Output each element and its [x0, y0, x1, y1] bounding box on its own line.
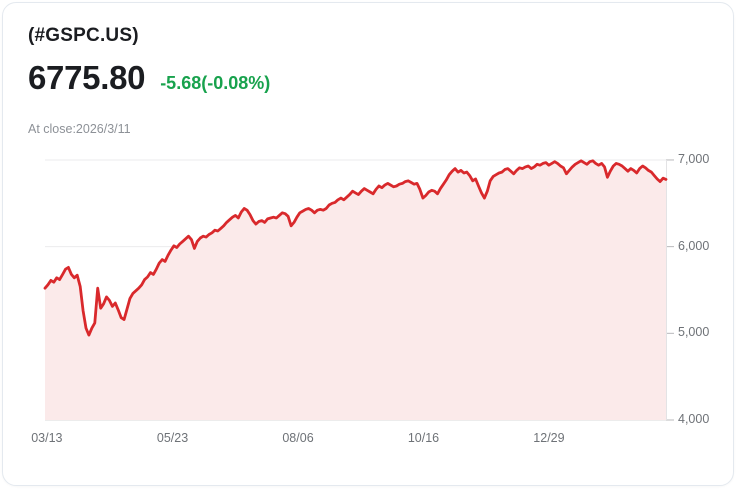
x-tick-label: 08/06 — [282, 431, 313, 445]
y-tick-label: 6,000 — [678, 239, 709, 253]
chart-area: 7,000 6,000 5,000 4,000 03/13 05/23 08/06 10/1… — [3, 3, 736, 491]
y-tick-label: 4,000 — [678, 412, 709, 426]
x-tick-label: 12/29 — [533, 431, 564, 445]
x-tick-label: 03/13 — [31, 431, 62, 445]
y-tick-label: 7,000 — [678, 152, 709, 166]
price-chart[interactable] — [45, 148, 680, 422]
x-tick-label: 05/23 — [157, 431, 188, 445]
x-tick-label: 10/16 — [408, 431, 439, 445]
y-tick-label: 5,000 — [678, 325, 709, 339]
